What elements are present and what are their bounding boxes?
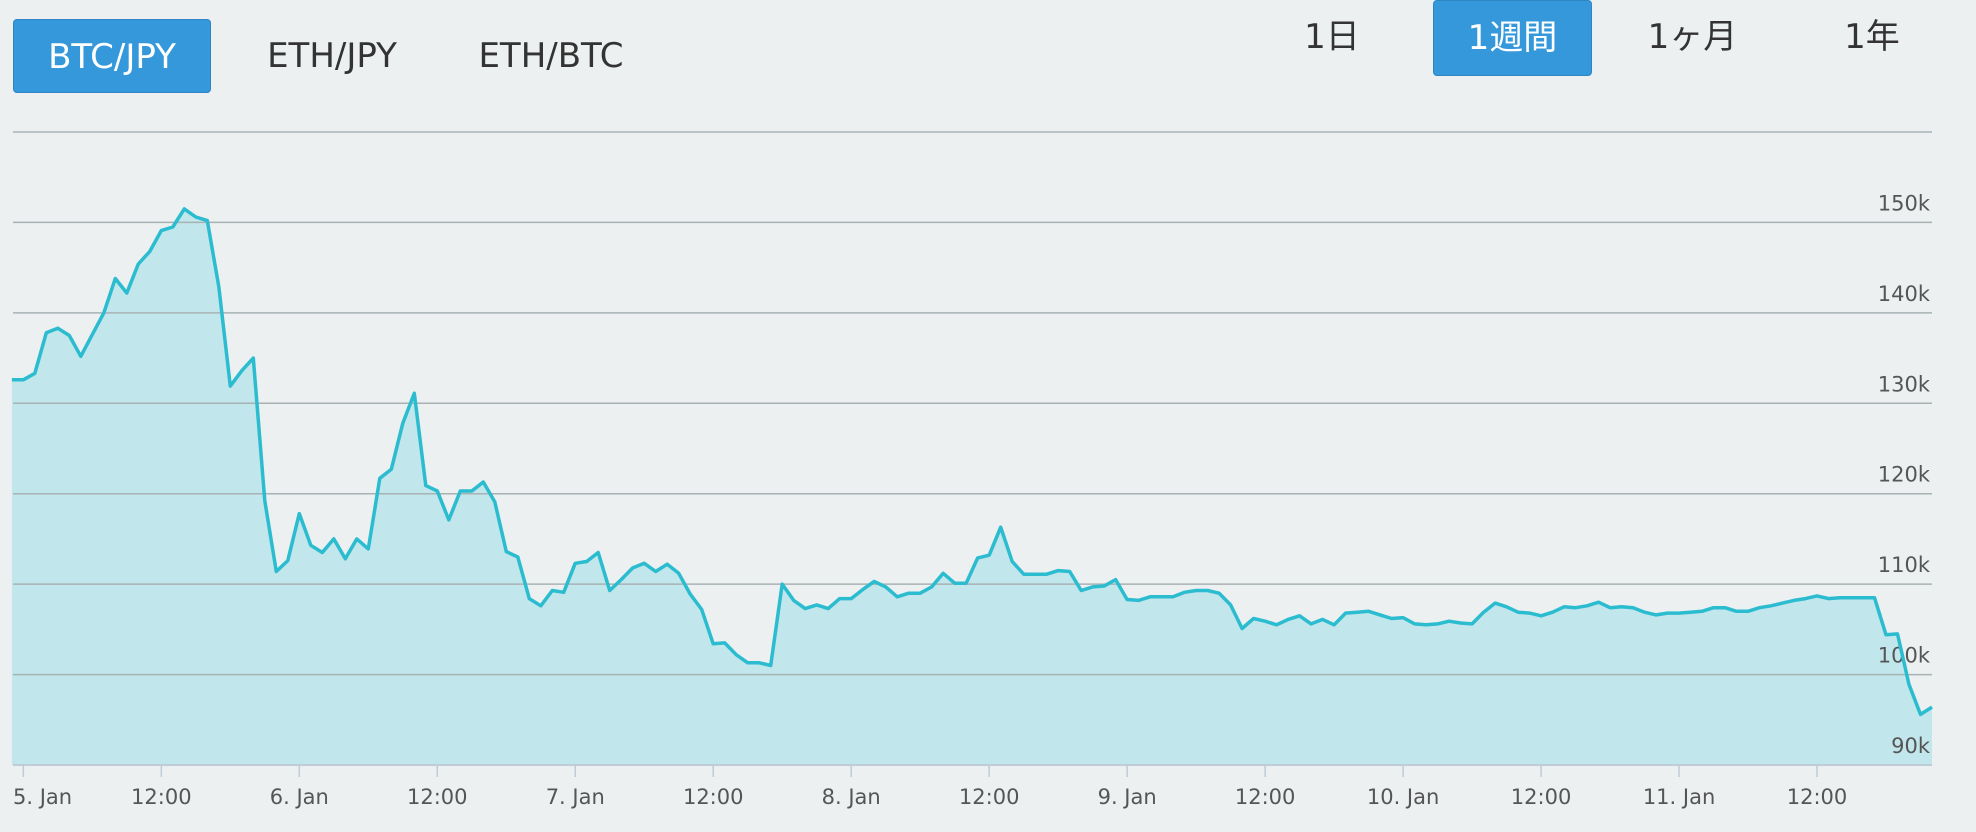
period-tab[interactable]: 1ヶ月: [1647, 17, 1738, 57]
x-tick-label: 8. Jan: [822, 785, 881, 809]
y-tick-label: 140k: [1878, 282, 1931, 306]
x-tick-label: 5. Jan: [13, 785, 72, 809]
period-tab[interactable]: 1日: [1304, 17, 1360, 57]
y-tick-label: 130k: [1878, 372, 1931, 396]
x-tick-label: 12:00: [407, 785, 468, 809]
y-tick-label: 150k: [1878, 191, 1931, 215]
period-tab[interactable]: 1年: [1844, 17, 1900, 57]
y-tick-label: 120k: [1878, 463, 1931, 487]
x-tick-label: 6. Jan: [270, 785, 329, 809]
y-tick-label: 90k: [1891, 734, 1931, 758]
y-tick-label: 110k: [1878, 553, 1931, 577]
x-tick-label: 12:00: [1787, 785, 1848, 809]
pair-tab[interactable]: BTC/JPY: [13, 19, 211, 93]
x-tick-label: 12:00: [1511, 785, 1572, 809]
price-line: [11, 207, 1933, 717]
pair-tab[interactable]: ETH/BTC: [478, 36, 624, 76]
x-tick-label: 9. Jan: [1098, 785, 1157, 809]
pair-tab[interactable]: ETH/JPY: [267, 36, 397, 76]
x-tick-label: 11. Jan: [1643, 785, 1715, 809]
period-tab[interactable]: 1週間: [1433, 0, 1592, 76]
x-tick-label: 12:00: [131, 785, 192, 809]
x-tick-label: 12:00: [683, 785, 744, 809]
area-fill: [11, 208, 1932, 765]
x-tick-label: 12:00: [1235, 785, 1296, 809]
x-tick-label: 7. Jan: [546, 785, 605, 809]
x-tick-label: 10. Jan: [1367, 785, 1439, 809]
x-tick-label: 12:00: [959, 785, 1020, 809]
